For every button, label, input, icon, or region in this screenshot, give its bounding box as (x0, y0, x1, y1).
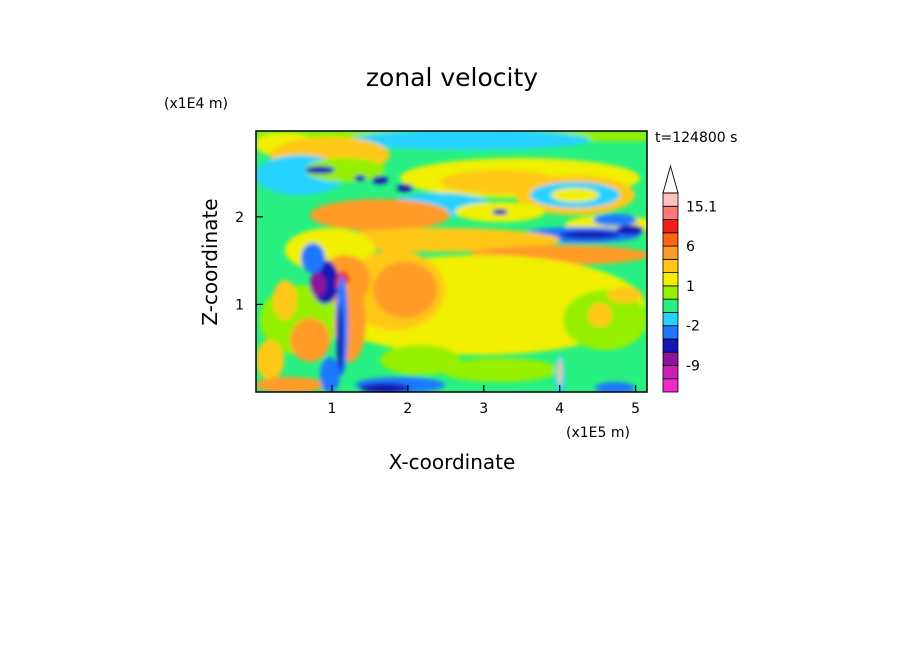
colorbar-bin (662, 365, 679, 380)
colorbar-label: 15.1 (686, 199, 717, 215)
x-tick-label: 3 (479, 401, 488, 417)
y-tick-label: 2 (235, 210, 244, 226)
colorbar-bin (662, 298, 679, 313)
field-contour (616, 225, 644, 235)
x-axis-label: X-coordinate (389, 450, 516, 474)
field-contour (301, 243, 325, 273)
field-contour (373, 262, 437, 318)
field-contour (380, 345, 460, 375)
field-contour (440, 358, 560, 382)
colorbar-bin (662, 205, 679, 220)
colorbar-bin (662, 338, 679, 353)
colorbar-bin (662, 258, 679, 274)
x-tick-label: 4 (555, 401, 564, 417)
colorbar-bin (662, 272, 679, 287)
field-contour (350, 131, 590, 150)
colorbar-bin (662, 351, 679, 366)
colorbar-bin (662, 232, 679, 247)
field-contour (305, 158, 385, 182)
colorbar-bin (662, 378, 679, 393)
colorbar-bin (662, 285, 679, 300)
field-contour (588, 303, 612, 327)
colorbar-bin (662, 245, 679, 260)
field-contour (290, 318, 330, 362)
x-tick-label: 5 (631, 401, 640, 417)
field-contour (595, 382, 635, 392)
field-contour (337, 305, 343, 375)
field-contour (560, 231, 620, 239)
colorbar-bin (662, 192, 679, 207)
field-contour (310, 199, 450, 231)
field-contour (310, 273, 326, 297)
colorbar: 15.1 6 1 -2 -9 (662, 164, 717, 393)
field-contour (320, 357, 340, 392)
field-contour (607, 287, 643, 303)
field-contour (273, 280, 297, 320)
y-axis-ticks: 12 (235, 210, 263, 313)
plot-area (256, 131, 647, 392)
field-contour (320, 228, 560, 252)
field-contour (360, 383, 410, 392)
field-contour (551, 188, 599, 202)
field-contour (354, 175, 366, 181)
x-unit-label: (x1E5 m) (566, 425, 630, 441)
colorbar-bin (662, 311, 679, 327)
colorbar-top-arrow (662, 164, 679, 194)
field-contour (256, 377, 325, 392)
y-axis-label: Z-coordinate (198, 198, 222, 325)
velocity-field (256, 131, 647, 392)
y-tick-label: 1 (235, 297, 244, 313)
time-label: t=124800 s (655, 130, 737, 146)
x-tick-label: 1 (327, 401, 336, 417)
field-contour (593, 214, 637, 226)
field-contour (492, 209, 508, 215)
colorbar-label: 1 (686, 279, 695, 295)
chart-title: zonal velocity (366, 63, 538, 92)
field-contour (397, 184, 413, 192)
colorbar-label: 6 (686, 239, 695, 255)
plot-frame (255, 130, 648, 393)
x-axis-ticks: 1 2 3 4 5 (327, 385, 640, 417)
colorbar-bin (662, 219, 679, 234)
y-unit-label: (x1E4 m) (164, 96, 228, 112)
field-contour (558, 358, 562, 386)
x-tick-label: 2 (403, 401, 412, 417)
field-contour (305, 166, 335, 174)
field-contour (256, 340, 284, 380)
colorbar-bin (662, 325, 679, 340)
colorbar-label: -9 (686, 358, 700, 374)
field-contour (372, 176, 388, 184)
colorbar-label: -2 (686, 319, 700, 335)
